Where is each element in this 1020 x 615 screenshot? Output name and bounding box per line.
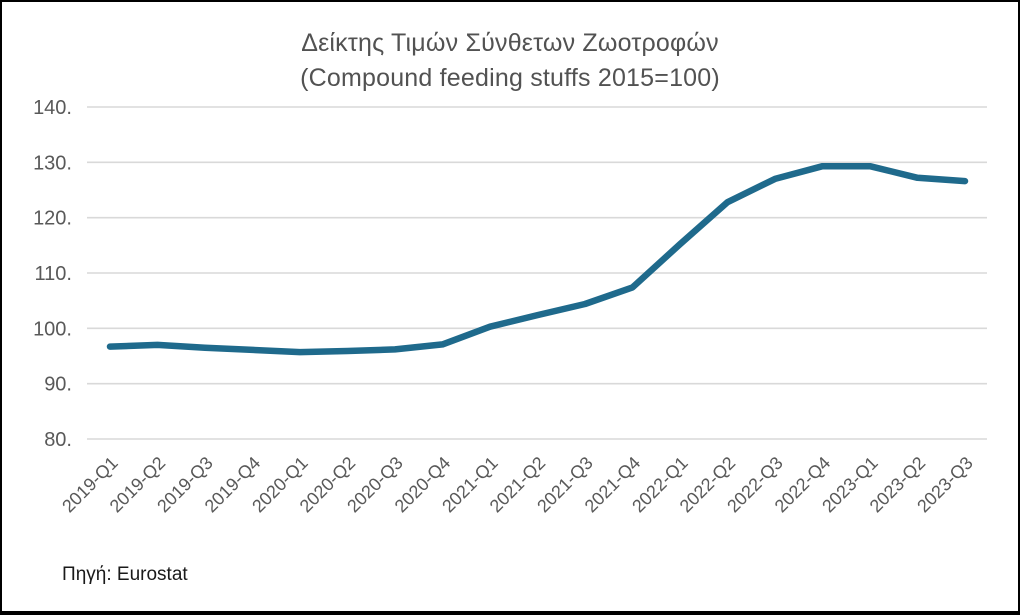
data-series-line xyxy=(106,162,969,356)
chart-title-line1: Δείκτης Τιμών Σύνθετων Ζωοτροφών xyxy=(301,29,719,57)
y-tick-label: 140. xyxy=(33,97,72,119)
chart-title-line2: (Compound feeding stuffs 2015=100) xyxy=(300,64,720,92)
y-tick-label: 100. xyxy=(33,318,72,340)
y-tick-label: 90. xyxy=(44,374,72,396)
chart-title: Δείκτης Τιμών Σύνθετων Ζωοτροφών (Compou… xyxy=(2,26,1018,96)
source-note: Πηγή: Eurostat xyxy=(62,564,188,585)
y-tick-label: 130. xyxy=(33,152,72,174)
y-tick-label: 110. xyxy=(35,263,72,285)
y-tick-label: 80. xyxy=(44,429,72,451)
y-tick-label: 120. xyxy=(33,208,72,230)
